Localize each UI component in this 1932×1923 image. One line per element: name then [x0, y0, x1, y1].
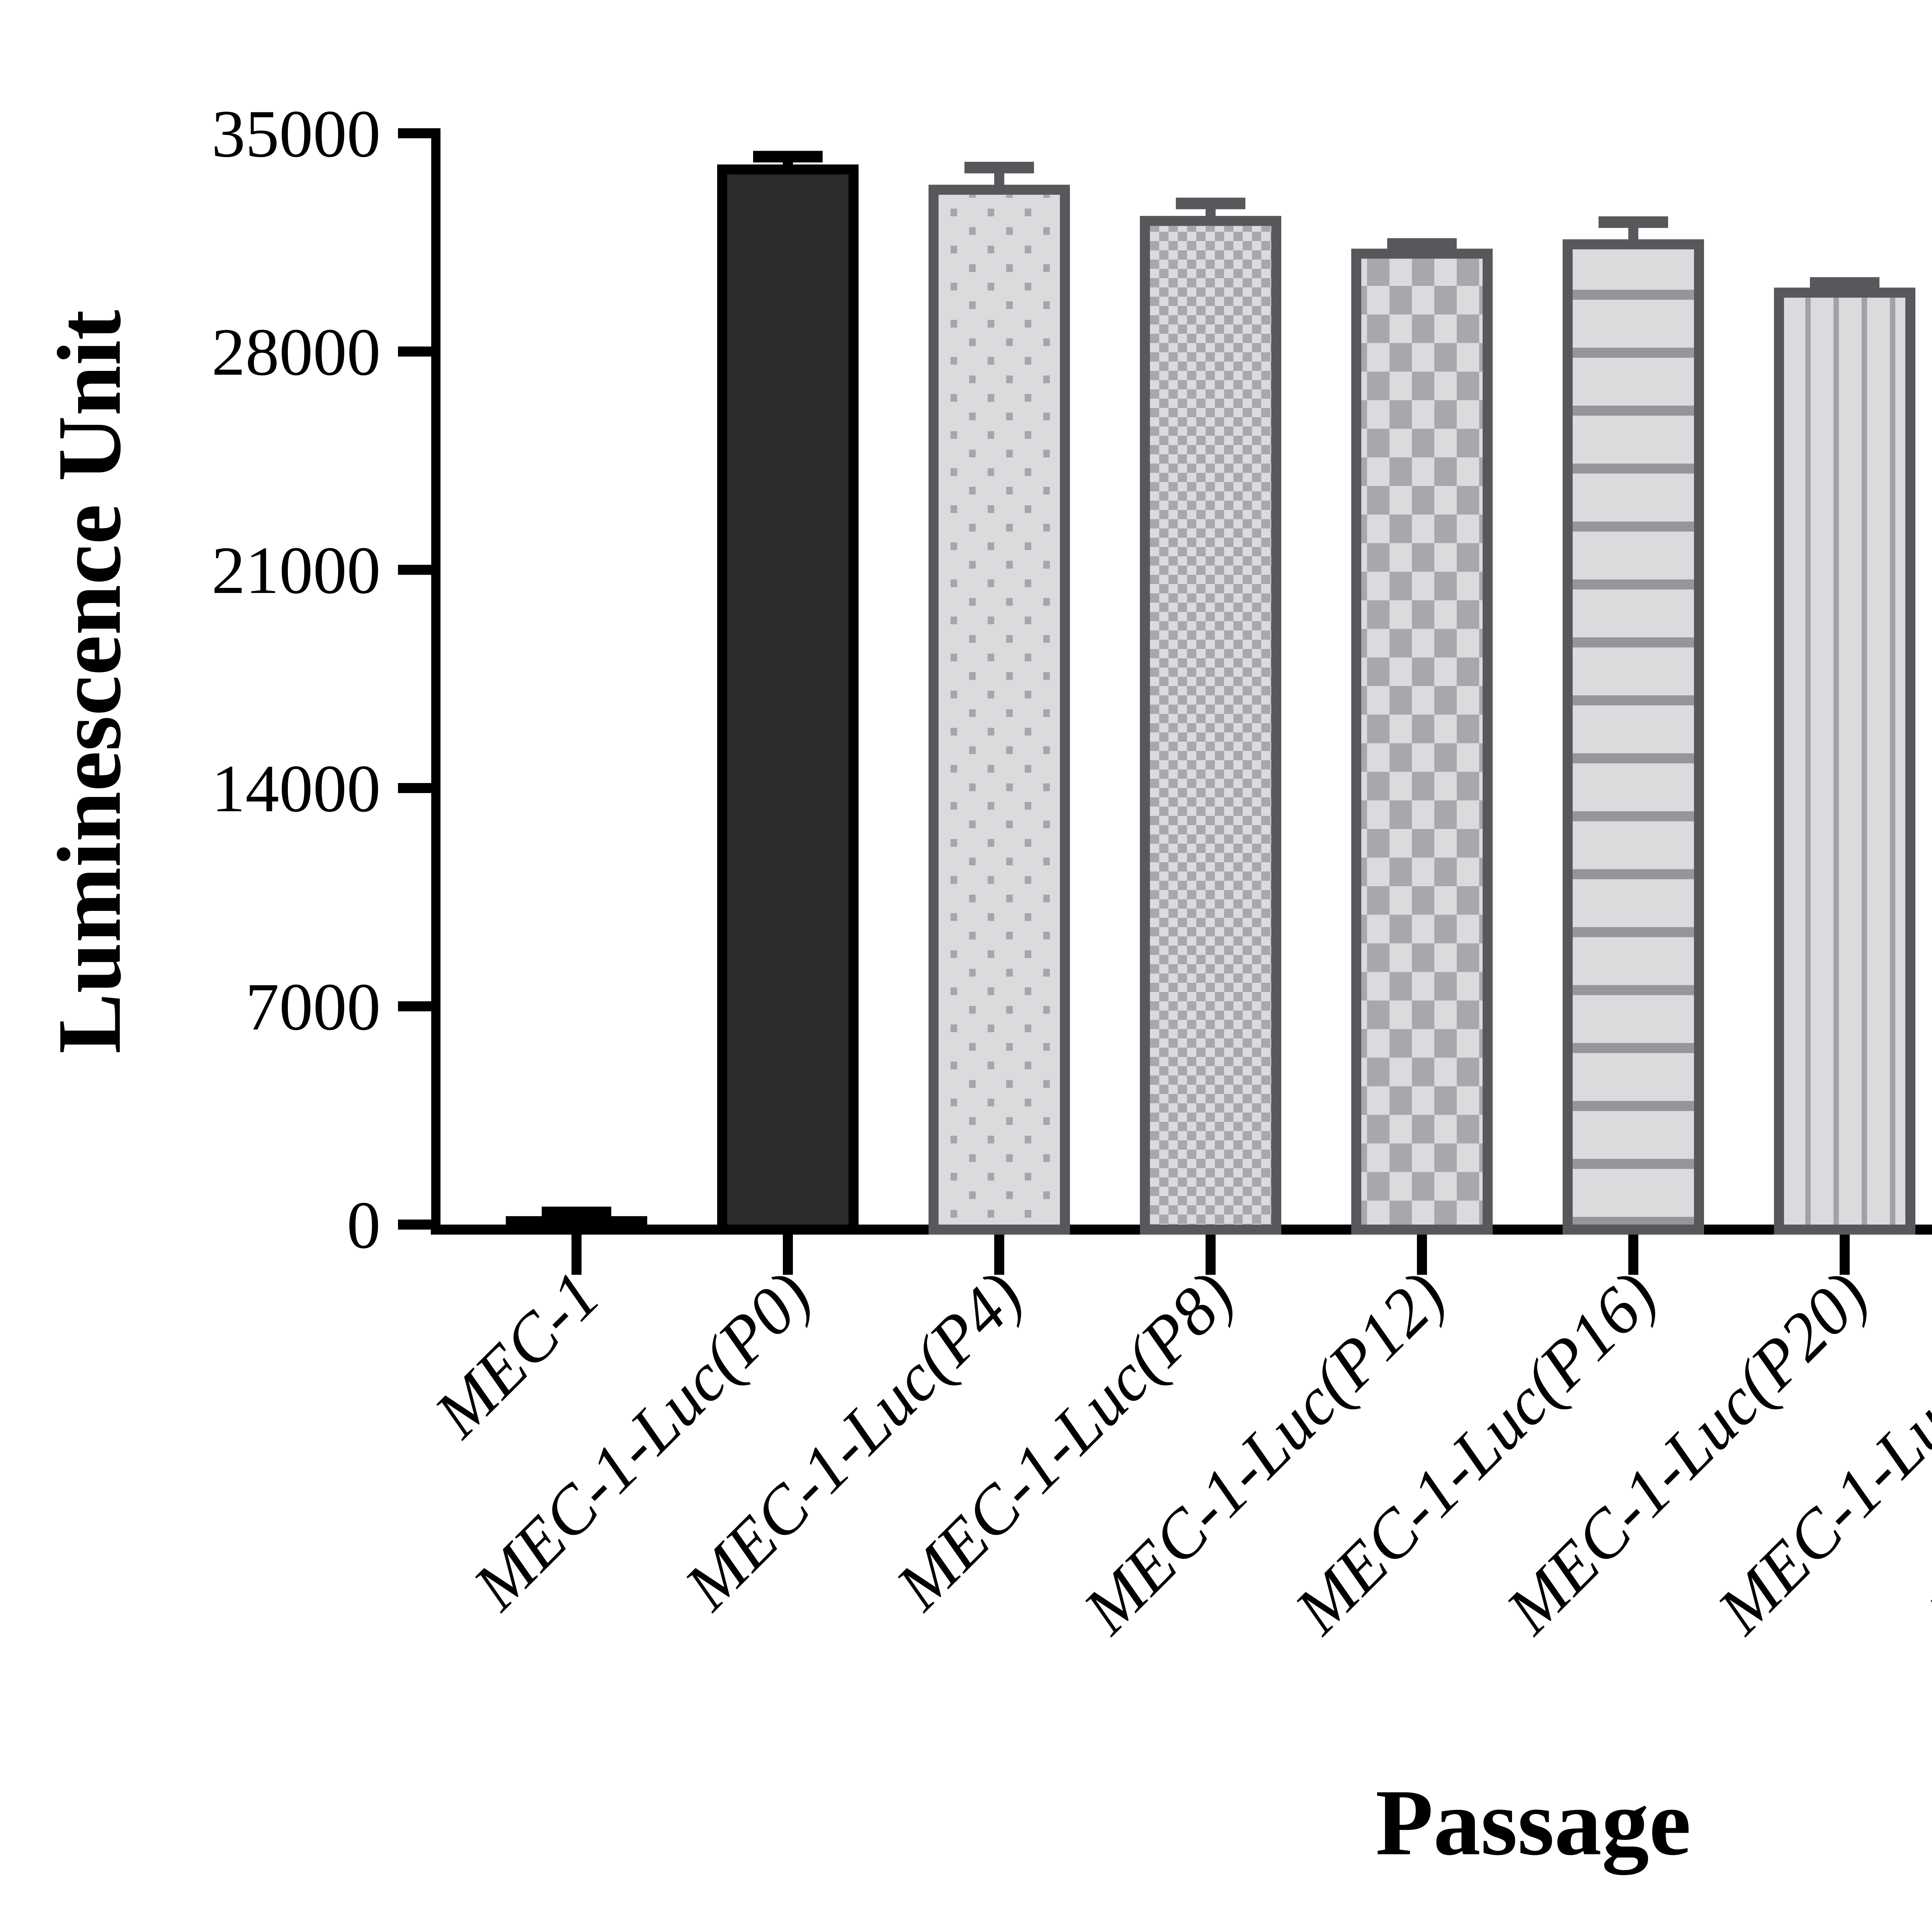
- x-category-label: MEC-1-Luc(P16): [1280, 1257, 1671, 1648]
- bar-pattern-checker-large: [1361, 258, 1483, 1225]
- bar-MEC-1-Luc(P0): [717, 164, 859, 1235]
- bar-pattern-vertical-lines: [1784, 297, 1905, 1225]
- y-axis-title: Luminescence Unit: [39, 310, 139, 1054]
- y-tick-label: 7000: [245, 969, 381, 1044]
- plot-area: 0 7000 14000 21000 28000 35000 MEC-1 MEC-1-Luc(…: [212, 96, 1932, 1648]
- error-bar-cap: [964, 161, 1034, 173]
- y-tick-label: 21000: [212, 533, 381, 608]
- bar-MEC-1: [506, 1216, 647, 1235]
- y-tick-label: 28000: [212, 314, 381, 389]
- x-category-label: MEC-1: [419, 1257, 614, 1452]
- error-bar-cap: [1599, 216, 1668, 228]
- x-category-label: MEC-1-Luc(P20): [1491, 1257, 1882, 1648]
- x-category-label: MEC-1-Luc(P12): [1068, 1257, 1459, 1648]
- error-bar-cap: [753, 151, 823, 163]
- error-bar-cap: [1810, 277, 1879, 289]
- y-tick-label: 35000: [212, 96, 381, 171]
- bar-pattern-checker-small: [1150, 226, 1271, 1225]
- bar-pattern-dots: [939, 195, 1060, 1225]
- error-bar-cap: [1387, 238, 1457, 250]
- y-tick-label: 14000: [212, 751, 381, 826]
- y-tick-label: 0: [347, 1187, 381, 1262]
- bar-pattern-horizontal-lines: [1573, 249, 1694, 1225]
- error-bar-cap: [1176, 197, 1245, 209]
- x-axis-title: Passage: [1376, 1770, 1691, 1875]
